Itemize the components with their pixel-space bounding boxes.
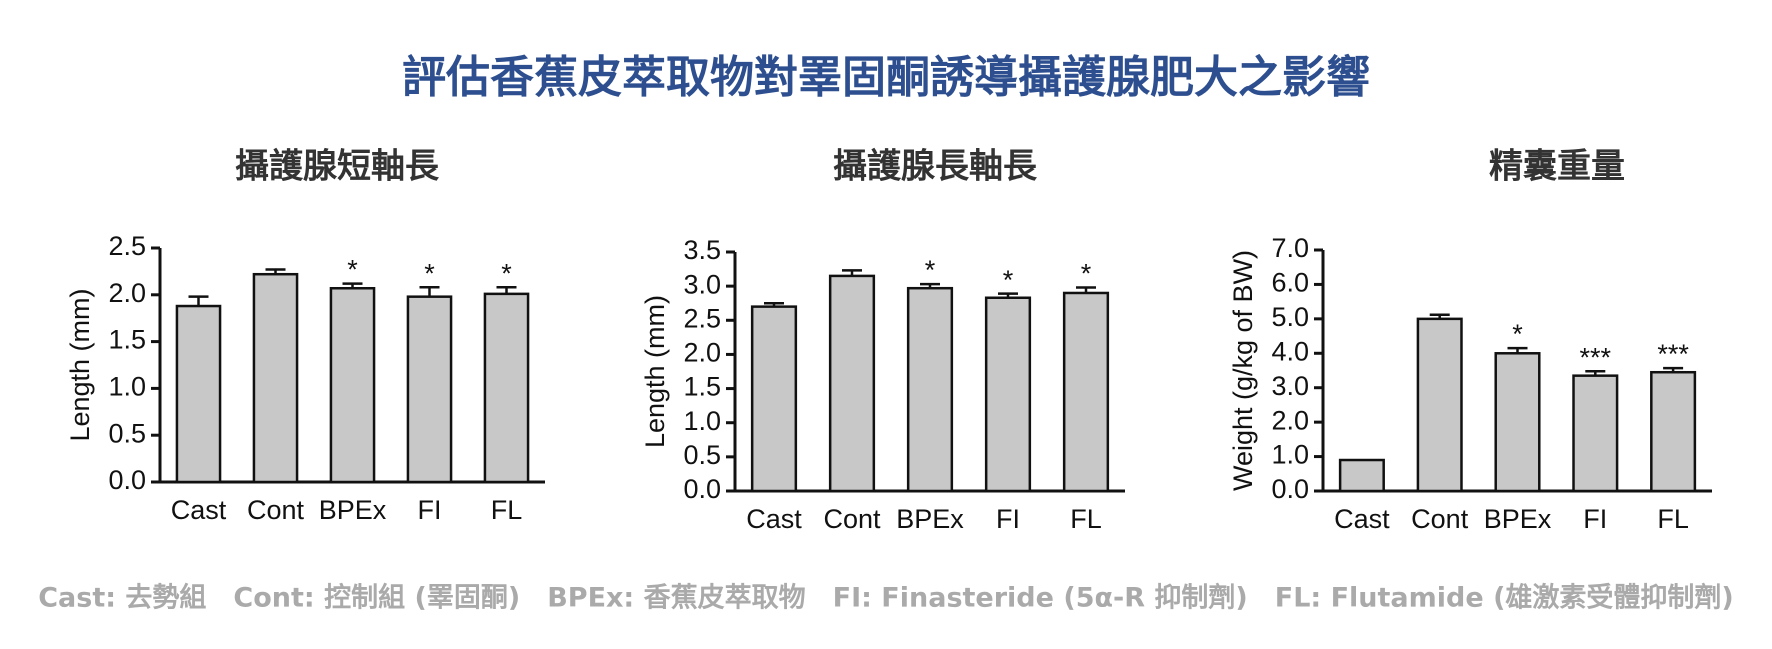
y-tick-label: 0.0 — [683, 474, 721, 504]
y-tick-label: 2.0 — [683, 338, 721, 368]
x-tick-label: FI — [996, 504, 1020, 534]
footnote: Cast: 去勢組 Cont: 控制組 (睪固酮) BPEx: 香蕉皮萃取物 F… — [38, 582, 1734, 614]
x-tick-label: BPEx — [319, 495, 387, 525]
bar — [252, 272, 299, 484]
x-tick-label: BPEx — [896, 504, 964, 534]
y-tick-label: 4.0 — [1271, 336, 1309, 366]
y-tick-label: 1.0 — [1271, 440, 1309, 470]
bar — [750, 305, 798, 493]
y-axis-label: Length (mm) — [65, 288, 95, 441]
bar — [1650, 370, 1697, 493]
x-tick-label: FL — [1657, 504, 1689, 534]
y-tick-label: 1.5 — [683, 372, 721, 402]
significance-mark: * — [925, 255, 936, 285]
chart-title: 攝護腺短軸長 — [235, 147, 440, 187]
bar — [828, 274, 876, 493]
y-tick-label: 0.5 — [683, 440, 721, 470]
x-tick-label: Cont — [247, 495, 305, 525]
bar — [1572, 374, 1619, 493]
bar — [1062, 291, 1110, 493]
x-tick-label: Cast — [1334, 504, 1390, 534]
y-tick-label: 1.5 — [108, 325, 146, 355]
bar — [1494, 352, 1541, 493]
significance-mark: * — [1081, 259, 1092, 289]
y-tick-label: 0.5 — [108, 418, 146, 448]
x-tick-label: FL — [491, 495, 523, 525]
significance-mark: * — [424, 258, 435, 288]
x-tick-label: BPEx — [1484, 504, 1552, 534]
x-tick-label: Cont — [1411, 504, 1469, 534]
x-tick-label: Cast — [746, 504, 802, 534]
y-tick-label: 0.0 — [108, 465, 146, 495]
y-tick-label: 2.0 — [1271, 405, 1309, 435]
y-tick-label: 3.5 — [683, 235, 721, 265]
y-tick-label: 1.0 — [108, 372, 146, 402]
y-tick-label: 0.0 — [1271, 474, 1309, 504]
y-tick-label: 1.0 — [683, 406, 721, 436]
significance-mark: * — [347, 255, 358, 285]
significance-mark: * — [1003, 265, 1014, 295]
page-title: 評估香蕉皮萃取物對睪固酮誘導攝護腺肥大之影響 — [402, 52, 1370, 103]
bar — [406, 295, 453, 484]
bar — [1338, 458, 1385, 493]
significance-mark: * — [501, 258, 512, 288]
chart-title: 攝護腺長軸長 — [833, 147, 1038, 187]
x-tick-label: FI — [1583, 504, 1607, 534]
y-tick-label: 2.5 — [683, 303, 721, 333]
x-tick-label: FI — [418, 495, 442, 525]
x-tick-label: FL — [1070, 504, 1102, 534]
significance-mark: *** — [1657, 339, 1689, 369]
y-tick-label: 2.5 — [108, 231, 146, 261]
y-tick-label: 3.0 — [683, 269, 721, 299]
y-axis-label: Weight (g/kg of BW) — [1228, 250, 1258, 491]
x-tick-label: Cont — [823, 504, 881, 534]
chart-title: 精囊重量 — [1489, 147, 1625, 187]
bar — [329, 286, 376, 484]
x-tick-label: Cast — [171, 495, 227, 525]
bar — [483, 292, 530, 484]
y-axis-label: Length (mm) — [640, 295, 670, 448]
y-tick-label: 3.0 — [1271, 371, 1309, 401]
significance-mark: *** — [1580, 342, 1612, 372]
y-tick-label: 6.0 — [1271, 268, 1309, 298]
significance-mark: * — [1512, 319, 1523, 349]
y-tick-label: 7.0 — [1271, 233, 1309, 263]
y-tick-label: 2.0 — [108, 278, 146, 308]
bar — [906, 286, 954, 493]
bar — [1416, 317, 1463, 493]
bar — [984, 296, 1032, 493]
y-tick-label: 5.0 — [1271, 302, 1309, 332]
bar — [175, 304, 222, 484]
